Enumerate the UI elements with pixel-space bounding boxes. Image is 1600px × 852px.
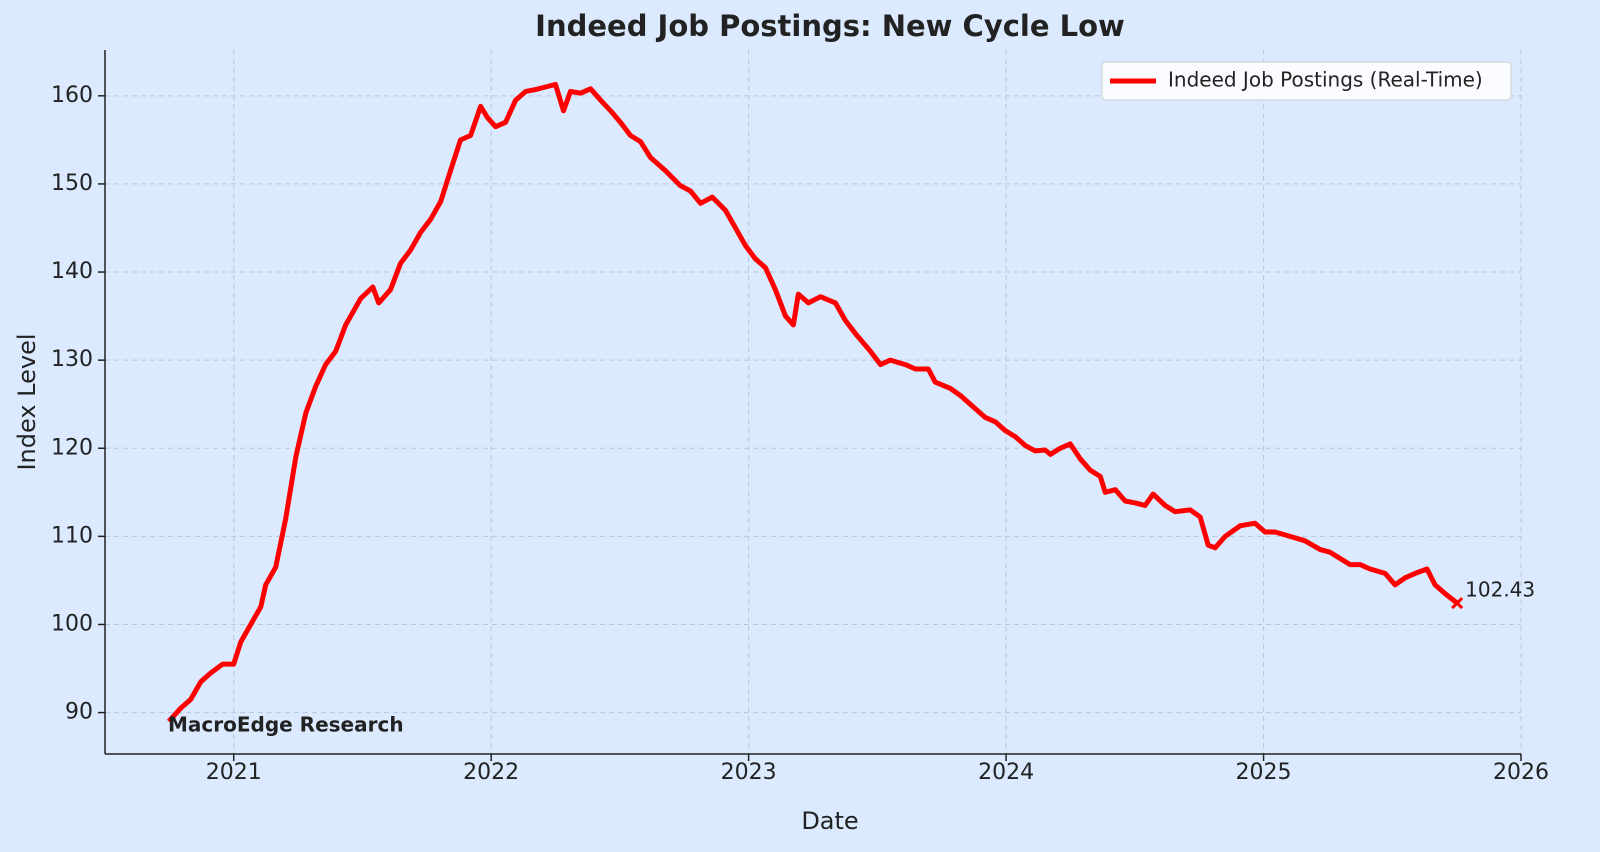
- end-marker: [1451, 597, 1464, 610]
- y-tick-label: 130: [51, 347, 93, 372]
- y-tick-label: 150: [51, 171, 93, 196]
- legend: Indeed Job Postings (Real-Time): [1101, 61, 1512, 101]
- x-tick-label: 2026: [1493, 760, 1549, 785]
- y-tick-label: 110: [51, 523, 93, 548]
- x-tick-label: 2021: [206, 760, 262, 785]
- legend-label: Indeed Job Postings (Real-Time): [1168, 68, 1483, 92]
- watermark: MacroEdge Research: [168, 713, 404, 737]
- x-tick-label: 2024: [978, 760, 1034, 785]
- x-tick-label: 2025: [1236, 760, 1292, 785]
- data-line: [166, 81, 1459, 724]
- y-tick-label: 120: [51, 435, 93, 460]
- y-axis-label: Index Level: [13, 333, 41, 470]
- chart-title: Indeed Job Postings: New Cycle Low: [535, 9, 1125, 43]
- x-axis-label: Date: [801, 807, 858, 835]
- legend-box: [1101, 61, 1512, 101]
- y-tick-label: 100: [51, 611, 93, 636]
- end-value-label: 102.43: [1465, 578, 1535, 602]
- y-tick-label: 90: [65, 700, 93, 725]
- x-tick-label: 2022: [463, 760, 519, 785]
- x-tick-label: 2023: [721, 760, 777, 785]
- y-tick-label: 160: [51, 83, 93, 108]
- y-tick-label: 140: [51, 259, 93, 284]
